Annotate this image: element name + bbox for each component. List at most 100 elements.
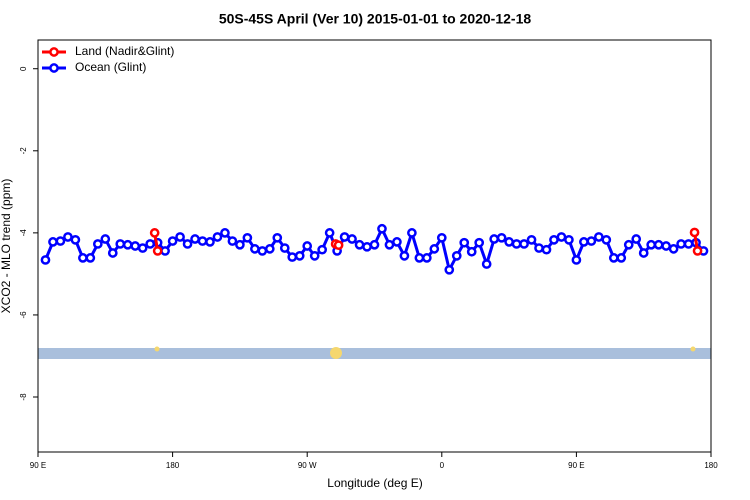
data-point xyxy=(182,239,193,249)
data-point xyxy=(347,234,357,244)
data-point xyxy=(601,234,612,245)
legend-marker xyxy=(49,47,59,57)
data-point xyxy=(638,248,649,258)
y-axis-label: XCO2 - MLO trend (ppm) xyxy=(0,179,13,314)
legend-label: Ocean (Glint) xyxy=(75,60,146,74)
data-point xyxy=(175,232,185,242)
data-point xyxy=(556,232,567,242)
data-point xyxy=(354,239,365,250)
data-point xyxy=(689,227,700,238)
data-point xyxy=(317,244,328,255)
y-tick-label: -4 xyxy=(19,229,28,237)
data-point xyxy=(137,243,148,253)
data-point xyxy=(586,236,597,246)
data-point xyxy=(48,237,58,247)
data-point xyxy=(220,228,230,238)
data-point xyxy=(489,234,499,244)
y-tick-label: 0 xyxy=(19,66,28,71)
data-point xyxy=(264,244,275,254)
data-point xyxy=(55,236,66,246)
data-point xyxy=(145,239,156,249)
data-point xyxy=(130,241,141,251)
x-tick-label: 90 E xyxy=(30,461,46,470)
data-point xyxy=(519,239,529,249)
data-point xyxy=(504,237,514,247)
y-tick-label: -6 xyxy=(19,311,28,319)
data-point xyxy=(339,232,350,242)
data-point xyxy=(160,246,170,256)
data-point xyxy=(683,239,694,249)
data-point xyxy=(436,232,447,243)
land-patch xyxy=(330,347,342,359)
x-tick-label: 90 E xyxy=(568,461,584,470)
land-patch xyxy=(154,346,160,352)
data-point xyxy=(616,253,627,263)
data-point xyxy=(235,239,245,250)
data-point xyxy=(227,236,238,246)
surface-strip xyxy=(38,348,711,359)
data-point xyxy=(92,239,103,249)
data-point xyxy=(623,239,634,250)
data-point xyxy=(272,232,283,243)
data-point xyxy=(149,228,160,238)
data-point xyxy=(78,253,88,263)
data-point xyxy=(85,253,96,263)
data-point xyxy=(414,253,425,263)
data-point xyxy=(107,248,118,258)
x-tick-label: 90 W xyxy=(298,461,317,470)
data-point xyxy=(496,232,507,243)
data-point xyxy=(593,232,604,242)
data-point xyxy=(661,241,671,251)
data-point xyxy=(534,243,544,253)
data-point xyxy=(631,234,642,244)
data-point xyxy=(279,243,290,253)
data-point xyxy=(122,239,133,250)
data-point xyxy=(324,228,335,238)
data-point xyxy=(399,250,410,261)
y-tick-label: -2 xyxy=(19,147,28,155)
data-point xyxy=(466,246,477,257)
x-tick-label: 180 xyxy=(166,461,180,470)
y-tick-label: -8 xyxy=(19,393,28,401)
data-point xyxy=(392,237,402,247)
data-point xyxy=(526,234,537,245)
legend-marker xyxy=(49,63,59,73)
data-point xyxy=(451,250,462,261)
data-point xyxy=(541,244,552,255)
data-point xyxy=(302,241,313,251)
land-patch xyxy=(690,346,696,352)
data-point xyxy=(115,239,126,249)
data-point xyxy=(257,246,268,256)
data-point xyxy=(167,236,178,246)
chart-title: 50S-45S April (Ver 10) 2015-01-01 to 202… xyxy=(219,11,532,27)
data-point xyxy=(190,234,200,244)
data-point xyxy=(212,232,223,242)
data-point xyxy=(362,241,372,252)
data-point xyxy=(444,264,455,275)
data-point xyxy=(384,239,395,250)
data-point xyxy=(309,250,320,261)
data-point xyxy=(692,246,703,256)
data-point xyxy=(40,255,51,265)
x-tick-label: 180 xyxy=(704,461,718,470)
data-point xyxy=(242,232,253,243)
data-point xyxy=(100,234,111,244)
data-point xyxy=(407,228,417,238)
data-point xyxy=(646,239,657,250)
data-point xyxy=(70,234,81,245)
data-point xyxy=(481,259,492,269)
data-point xyxy=(474,237,485,248)
data-point xyxy=(369,239,380,250)
data-point xyxy=(564,234,574,245)
data-point xyxy=(459,237,470,248)
data-point xyxy=(294,250,305,261)
data-point xyxy=(250,244,260,254)
plot-frame xyxy=(37,39,712,453)
data-point xyxy=(571,255,582,265)
data-point xyxy=(333,240,344,251)
data-point xyxy=(152,246,163,256)
x-tick-label: 0 xyxy=(440,461,445,470)
data-point xyxy=(205,237,215,247)
